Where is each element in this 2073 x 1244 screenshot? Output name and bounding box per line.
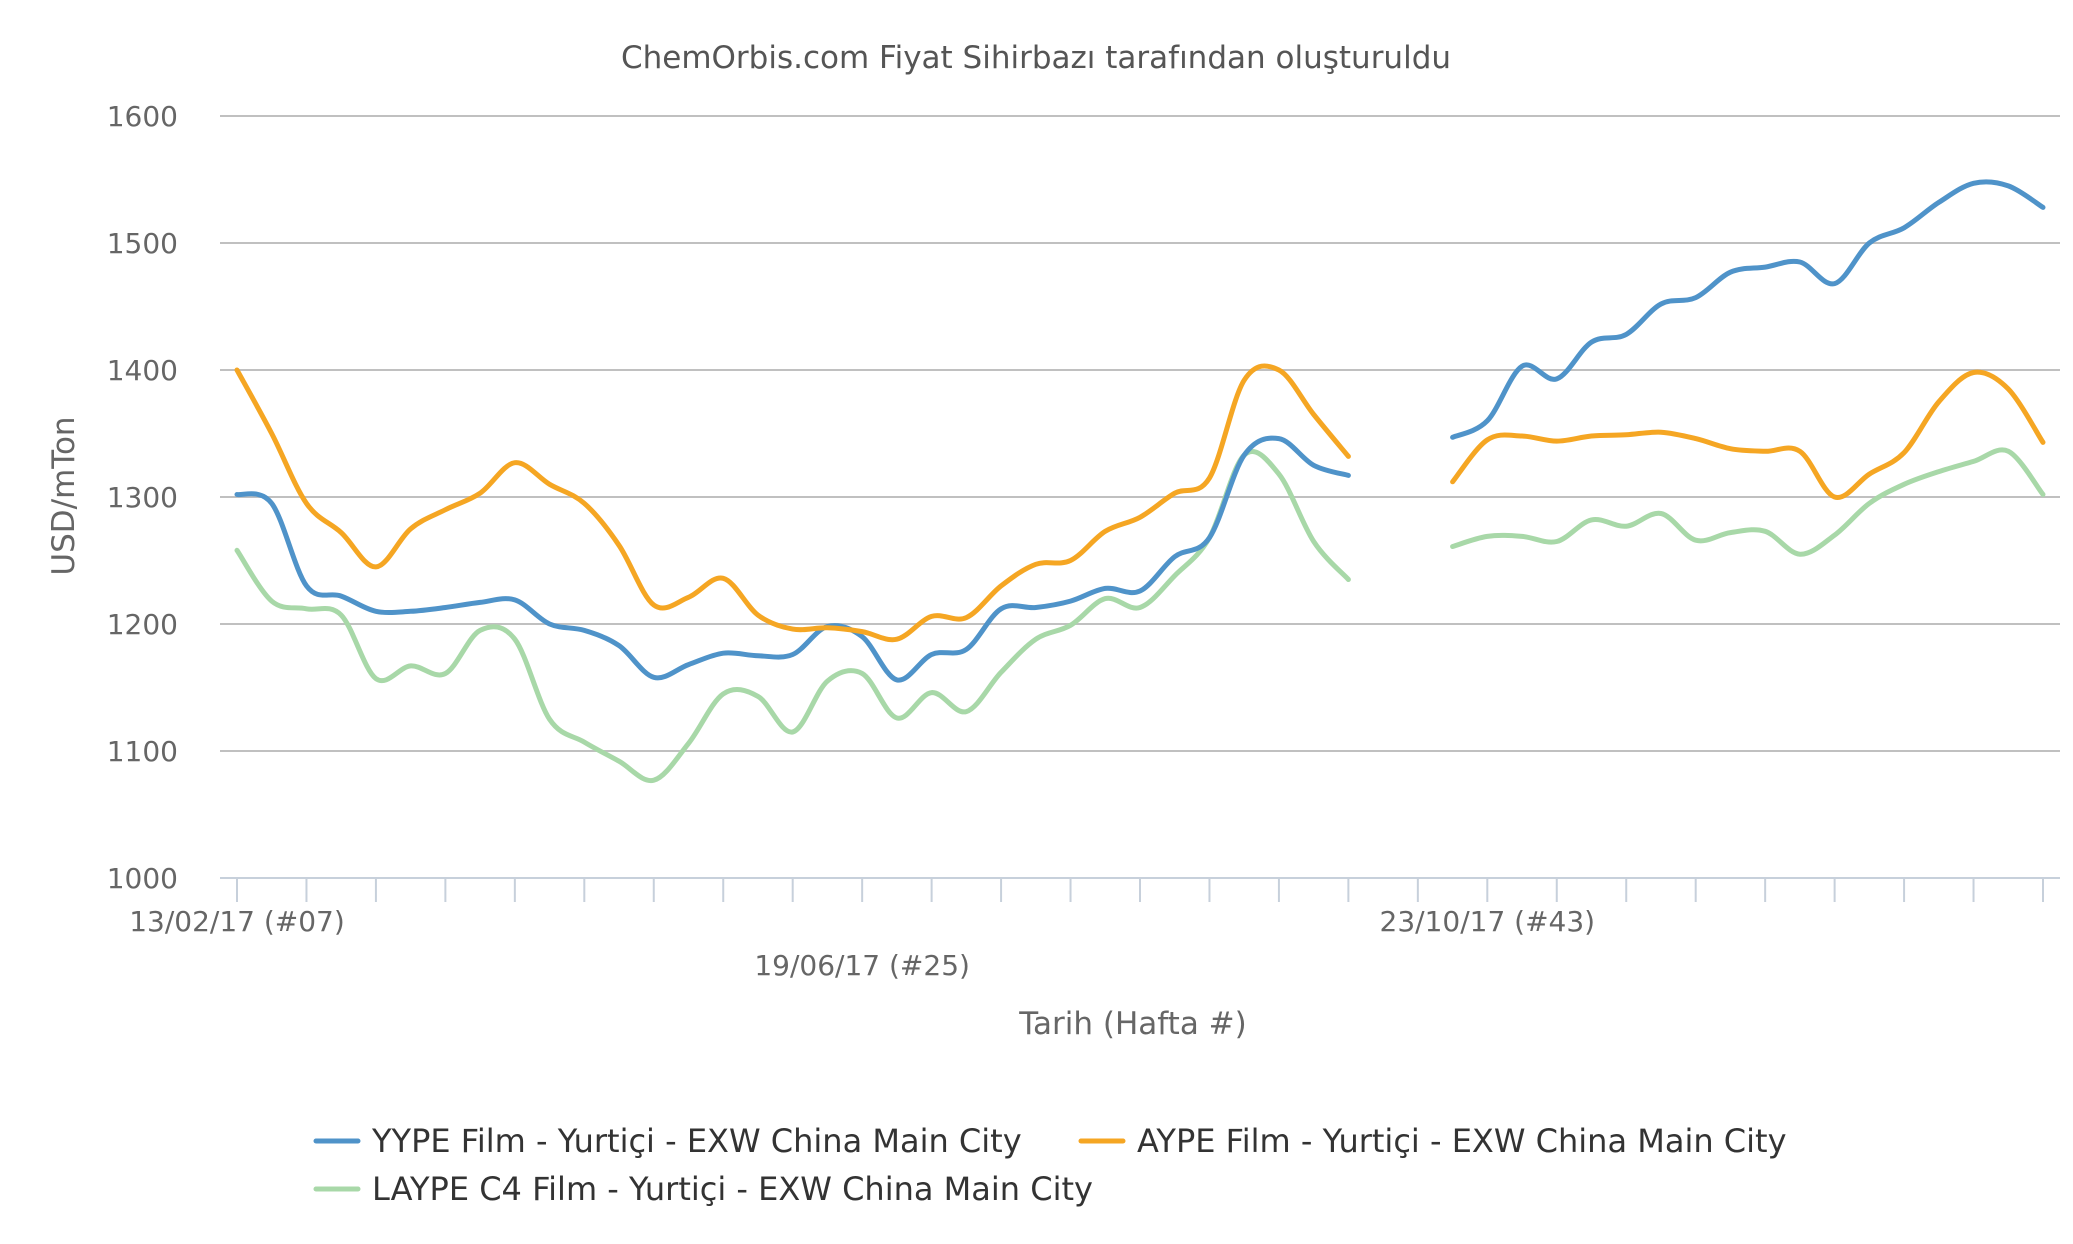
series-lines [234,179,2046,783]
y-tick-label: 1200 [107,608,178,641]
series-yype-line [234,179,2046,683]
y-tick-label: 1100 [107,735,178,768]
chart-subtitle: ChemOrbis.com Fiyat Sihirbazı tarafından… [621,40,1451,76]
y-axis-title: USD/mTon [46,416,82,575]
legend-item-aype[interactable]: AYPE Film - Yurtiçi - EXW China Main Cit… [1078,1122,1787,1160]
x-tick-label: 19/06/17 (#25) [754,949,970,982]
y-tick-label: 1000 [107,862,178,895]
y-axis-ticks: 1000 1100 1200 1300 1400 1500 1600 [107,100,178,895]
x-axis: 13/02/17 (#07) 19/06/17 (#25) 23/10/17 (#4… [129,877,2060,982]
y-tick-label: 1600 [107,100,178,133]
legend: YYPE Film - Yurtiçi - EXW China Main Cit… [313,1122,1787,1208]
y-tick-label: 1500 [107,227,178,260]
series-laype-line [234,447,2046,783]
gridlines [220,115,2060,752]
y-tick-label: 1400 [107,354,178,387]
legend-item-yype[interactable]: YYPE Film - Yurtiçi - EXW China Main Cit… [313,1122,1022,1160]
series-aype-line [234,363,2046,643]
legend-label: YYPE Film - Yurtiçi - EXW China Main Cit… [371,1122,1022,1160]
legend-label: LAYPE C4 Film - Yurtiçi - EXW China Main… [372,1170,1093,1208]
x-tick-label: 13/02/17 (#07) [129,905,345,938]
x-axis-title: Tarih (Hafta #) [1018,1006,1247,1042]
y-tick-label: 1300 [107,481,178,514]
x-tick-label: 23/10/17 (#43) [1380,905,1596,938]
legend-item-laype[interactable]: LAYPE C4 Film - Yurtiçi - EXW China Main… [313,1170,1093,1208]
legend-label: AYPE Film - Yurtiçi - EXW China Main Cit… [1137,1122,1787,1160]
